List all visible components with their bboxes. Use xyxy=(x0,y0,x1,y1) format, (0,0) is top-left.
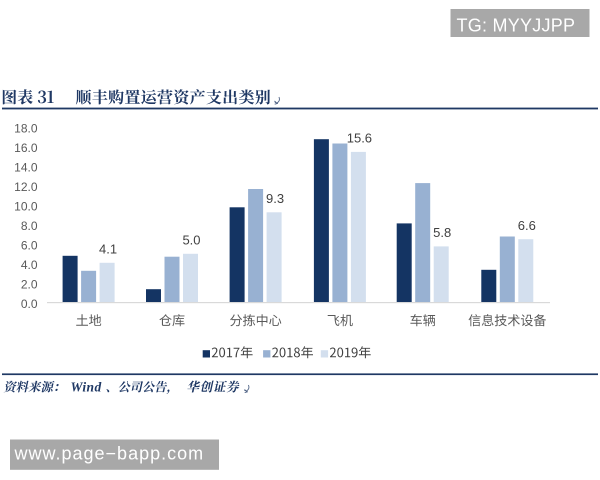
svg-text:5.8: 5.8 xyxy=(433,225,451,240)
svg-text:Wind: Wind xyxy=(71,379,102,394)
svg-text:5.0: 5.0 xyxy=(182,232,200,247)
svg-text:16.0: 16.0 xyxy=(14,141,38,155)
svg-text:0.0: 0.0 xyxy=(21,297,38,311)
svg-text:www.page−bapp.com: www.page−bapp.com xyxy=(14,444,205,464)
svg-text:14.0: 14.0 xyxy=(14,161,38,175)
svg-text:6.0: 6.0 xyxy=(21,238,38,252)
svg-text:10.0: 10.0 xyxy=(14,200,38,214)
svg-text:6.6: 6.6 xyxy=(518,218,536,233)
svg-text:2.0: 2.0 xyxy=(21,277,38,291)
svg-text:4.0: 4.0 xyxy=(21,258,38,272)
svg-text:12.0: 12.0 xyxy=(14,180,38,194)
svg-text:15.6: 15.6 xyxy=(347,131,372,146)
svg-text:18.0: 18.0 xyxy=(14,122,38,136)
svg-text:8.0: 8.0 xyxy=(21,219,38,233)
svg-text:TG: MYYJJPP: TG: MYYJJPP xyxy=(457,15,576,35)
svg-text:4.1: 4.1 xyxy=(99,241,117,256)
svg-text:9.3: 9.3 xyxy=(266,191,284,206)
